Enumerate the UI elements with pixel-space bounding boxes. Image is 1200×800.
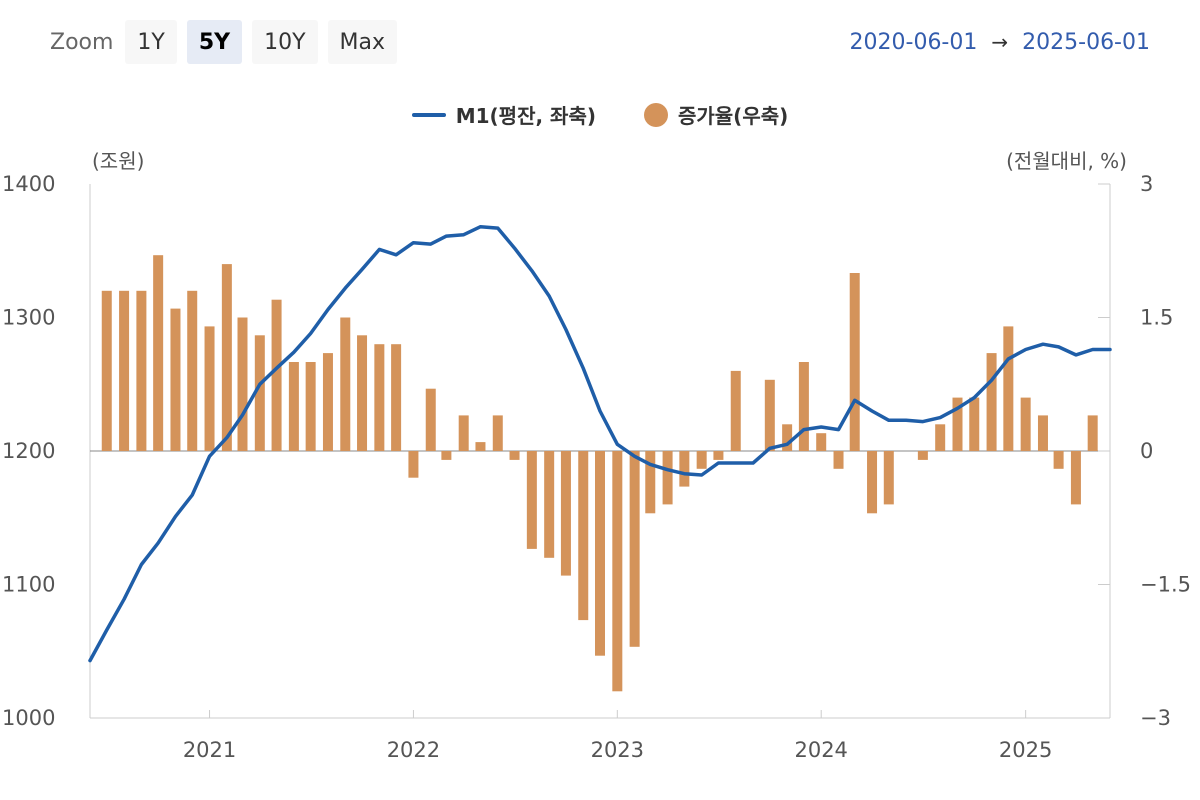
growth-bar [119, 290, 130, 451]
zoom-label: Zoom [50, 29, 114, 55]
date-range: 2020-06-01 → 2025-06-01 [850, 20, 1150, 64]
growth-bar [322, 353, 333, 451]
growth-bar [578, 451, 589, 621]
growth-bar [544, 451, 555, 558]
growth-bar [849, 273, 860, 451]
left-axis-tick: 1200 [2, 439, 55, 463]
left-axis-tick: 1100 [2, 573, 55, 597]
growth-bar [526, 451, 537, 549]
growth-bar [136, 290, 147, 451]
right-axis-tick: −3 [1140, 706, 1171, 730]
growth-bar [612, 451, 623, 692]
growth-bar [288, 362, 299, 451]
left-axis-tick: 1400 [2, 172, 55, 196]
growth-bar [645, 451, 656, 514]
growth-bar [969, 397, 980, 451]
growth-bar [696, 451, 707, 469]
x-axis-tick: 2024 [794, 738, 847, 762]
growth-bar [595, 451, 605, 656]
growth-bar [629, 451, 640, 647]
growth-bar [254, 335, 265, 451]
m1-line-layer [88, 224, 1112, 663]
x-axis-tick: 2021 [183, 738, 236, 762]
growth-bar [271, 299, 282, 451]
growth-bar [1053, 451, 1064, 469]
m1-series-line [88, 224, 1112, 663]
zoom-10y-button[interactable]: 10Y [252, 20, 318, 64]
right-axis-tick: 1.5 [1140, 306, 1173, 330]
right-axis-tick: −1.5 [1140, 573, 1191, 597]
growth-bar [475, 442, 486, 451]
growth-bar [408, 451, 419, 478]
growth-bar [357, 335, 368, 451]
growth-bar [221, 264, 232, 451]
growth-bar [917, 451, 928, 460]
growth-bar [833, 451, 844, 469]
x-axis-tick: 2022 [387, 738, 440, 762]
growth-bar [170, 308, 181, 451]
left-axis-unit: (조원) [92, 149, 144, 173]
growth-bar [662, 451, 673, 505]
growth-bar [305, 362, 316, 451]
growth-bar [187, 290, 198, 451]
growth-bar [1037, 415, 1048, 451]
legend-label-m1: M1(평잔, 좌축) [455, 104, 596, 128]
legend-item-m1[interactable]: M1(평잔, 좌축) [411, 100, 596, 129]
left-axis-tick: 1300 [2, 306, 55, 330]
growth-bars [101, 255, 1098, 692]
legend-dot-icon [643, 102, 668, 127]
growth-bar [441, 451, 452, 460]
growth-bar [458, 415, 469, 451]
growth-bar [237, 317, 248, 451]
growth-bar [560, 451, 571, 576]
growth-bar [374, 344, 385, 451]
legend-item-growth[interactable]: 증가율(우축) [643, 100, 789, 129]
x-axis-tick: 2023 [591, 738, 644, 762]
growth-bar [153, 255, 164, 451]
axis-labels: 1400 1300 1200 1100 1000 3 1.5 0 −1.5 −3 2021 2022 2… [2, 149, 1191, 762]
growth-bar [764, 379, 775, 451]
growth-bar [867, 451, 878, 514]
zoom-5y-button[interactable]: 5Y [186, 20, 243, 64]
growth-bar [101, 290, 112, 451]
growth-bar [425, 388, 436, 451]
legend-line-icon [411, 112, 446, 117]
growth-bar [1070, 451, 1081, 505]
growth-bar [509, 451, 520, 460]
x-axis-tick: 2025 [999, 738, 1052, 762]
growth-bar [935, 424, 946, 451]
growth-bar [713, 451, 724, 460]
growth-bar [1087, 415, 1098, 451]
zoom-max-button[interactable]: Max [327, 20, 398, 64]
range-arrow-icon: → [991, 30, 1009, 54]
growth-bar [730, 370, 741, 451]
chart-legend: M1(평잔, 좌축) 증가율(우축) [0, 100, 1200, 129]
growth-bar [782, 424, 793, 451]
legend-label-growth: 증가율(우축) [677, 104, 789, 128]
right-axis-unit: (전월대비, %) [1006, 149, 1127, 173]
growth-bar [798, 362, 809, 451]
growth-bar [340, 317, 351, 451]
growth-bar [679, 451, 690, 487]
zoom-1y-button[interactable]: 1Y [125, 20, 177, 64]
zoom-toolbar: Zoom 1Y 5Y 10Y Max [50, 20, 398, 64]
growth-bar [816, 433, 827, 451]
range-from-input[interactable]: 2020-06-01 [849, 29, 978, 55]
growth-bar [204, 326, 215, 451]
right-axis-tick: 0 [1140, 439, 1153, 463]
growth-bar [1003, 326, 1014, 451]
growth-bar [492, 415, 503, 451]
right-axis-tick: 3 [1140, 172, 1153, 196]
range-to-input[interactable]: 2025-06-01 [1022, 29, 1150, 55]
growth-bar [986, 353, 997, 451]
growth-bar [391, 344, 402, 451]
growth-bar [952, 397, 963, 451]
left-axis-tick: 1000 [2, 706, 55, 730]
growth-bar [883, 451, 894, 505]
growth-bar [1020, 397, 1031, 451]
